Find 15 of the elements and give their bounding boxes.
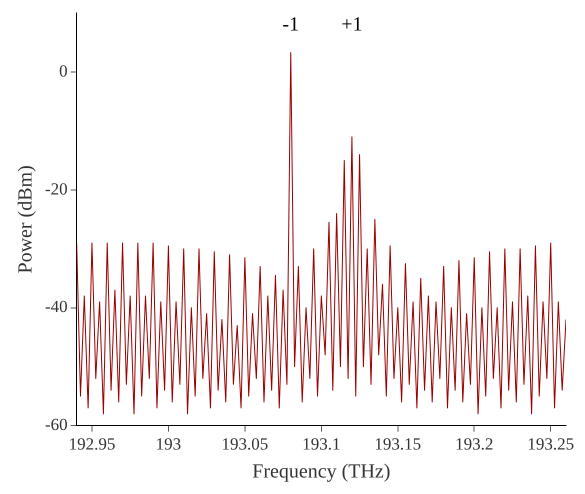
y-tick-label: -60	[44, 415, 68, 434]
x-tick-label: 193.1	[302, 434, 340, 454]
x-tick-label: 193.25	[527, 434, 574, 454]
y-tick-label: -40	[44, 297, 68, 316]
annotation: +1	[341, 13, 363, 36]
y-tick-label: -20	[44, 179, 68, 198]
x-tick-label: 193.2	[455, 434, 494, 454]
x-tick-label: 193	[156, 434, 182, 454]
y-tick-label: 0	[59, 62, 68, 81]
y-axis-title: Power (dBm)	[14, 165, 36, 274]
x-axis-title: Frequency (THz)	[252, 460, 390, 482]
x-tick-label: 193.05	[221, 434, 268, 454]
x-tick-label: 193.15	[374, 434, 422, 454]
annotation: -1	[282, 13, 300, 36]
x-tick-label: 192.95	[68, 434, 116, 454]
